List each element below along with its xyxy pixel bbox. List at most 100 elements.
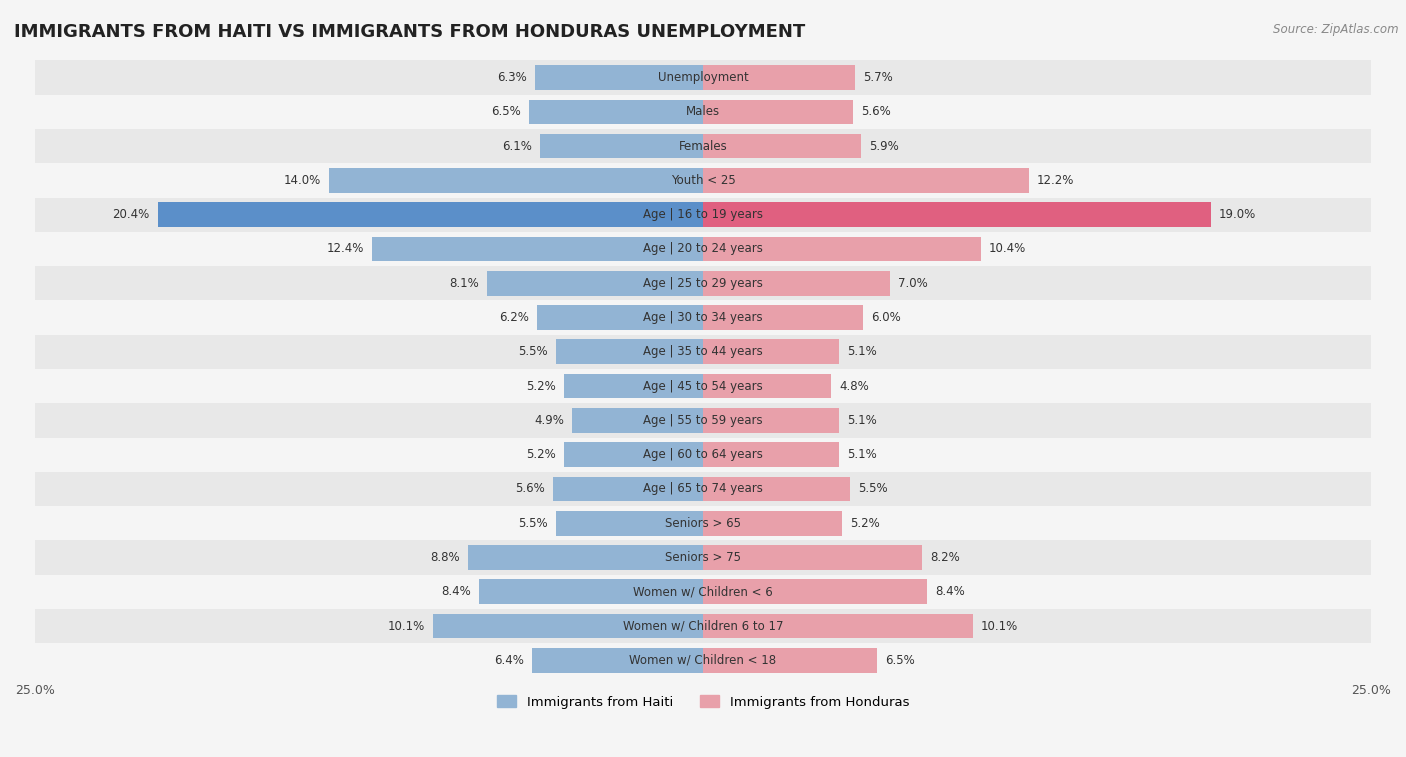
Text: 4.8%: 4.8% [839,379,869,393]
Legend: Immigrants from Haiti, Immigrants from Honduras: Immigrants from Haiti, Immigrants from H… [491,690,915,714]
Bar [703,511,842,536]
Text: 5.2%: 5.2% [526,448,555,461]
Bar [555,511,703,536]
Text: 20.4%: 20.4% [112,208,150,221]
Text: 19.0%: 19.0% [1219,208,1256,221]
Text: 5.5%: 5.5% [519,517,548,530]
Bar [703,168,1029,193]
Text: 4.9%: 4.9% [534,414,564,427]
Text: Females: Females [679,139,727,153]
Bar [555,339,703,364]
Bar [531,648,703,673]
Text: 12.2%: 12.2% [1038,174,1074,187]
Bar [703,65,855,90]
Text: 6.0%: 6.0% [872,311,901,324]
Bar [35,643,1371,678]
Bar [703,99,852,124]
Bar [433,614,703,638]
Text: Age | 25 to 29 years: Age | 25 to 29 years [643,277,763,290]
Bar [703,545,922,570]
Bar [35,506,1371,540]
Text: 6.1%: 6.1% [502,139,531,153]
Bar [35,335,1371,369]
Bar [703,442,839,467]
Text: 5.2%: 5.2% [851,517,880,530]
Bar [703,339,839,364]
Text: 6.5%: 6.5% [884,654,914,667]
Bar [35,575,1371,609]
Bar [35,472,1371,506]
Text: 8.4%: 8.4% [440,585,471,598]
Text: 5.5%: 5.5% [519,345,548,358]
Bar [703,271,890,295]
Bar [537,305,703,330]
Text: 14.0%: 14.0% [284,174,321,187]
Text: 5.5%: 5.5% [858,482,887,496]
Text: IMMIGRANTS FROM HAITI VS IMMIGRANTS FROM HONDURAS UNEMPLOYMENT: IMMIGRANTS FROM HAITI VS IMMIGRANTS FROM… [14,23,806,41]
Text: 10.1%: 10.1% [388,619,425,633]
Bar [35,266,1371,301]
Text: Youth < 25: Youth < 25 [671,174,735,187]
Bar [35,232,1371,266]
Text: 6.4%: 6.4% [494,654,524,667]
Text: 7.0%: 7.0% [898,277,928,290]
Text: Age | 35 to 44 years: Age | 35 to 44 years [643,345,763,358]
Bar [529,99,703,124]
Text: 10.4%: 10.4% [988,242,1026,255]
Bar [329,168,703,193]
Text: Unemployment: Unemployment [658,71,748,84]
Text: Males: Males [686,105,720,118]
Text: Women w/ Children < 18: Women w/ Children < 18 [630,654,776,667]
Text: Seniors > 75: Seniors > 75 [665,551,741,564]
Bar [703,408,839,433]
Bar [703,579,928,604]
Bar [35,61,1371,95]
Bar [35,198,1371,232]
Bar [540,134,703,158]
Bar [35,609,1371,643]
Bar [35,438,1371,472]
Text: 5.2%: 5.2% [526,379,555,393]
Bar [35,540,1371,575]
Text: Age | 20 to 24 years: Age | 20 to 24 years [643,242,763,255]
Text: Age | 65 to 74 years: Age | 65 to 74 years [643,482,763,496]
Text: 12.4%: 12.4% [326,242,364,255]
Bar [572,408,703,433]
Bar [478,579,703,604]
Bar [564,442,703,467]
Bar [35,129,1371,164]
Text: 10.1%: 10.1% [981,619,1018,633]
Text: 8.8%: 8.8% [430,551,460,564]
Text: Seniors > 65: Seniors > 65 [665,517,741,530]
Bar [703,134,860,158]
Text: 8.1%: 8.1% [449,277,478,290]
Text: Age | 45 to 54 years: Age | 45 to 54 years [643,379,763,393]
Text: Women w/ Children < 6: Women w/ Children < 6 [633,585,773,598]
Text: 5.1%: 5.1% [848,345,877,358]
Text: 6.3%: 6.3% [496,71,527,84]
Bar [486,271,703,295]
Text: 8.4%: 8.4% [935,585,966,598]
Bar [534,65,703,90]
Bar [703,305,863,330]
Bar [554,477,703,501]
Text: 5.7%: 5.7% [863,71,893,84]
Text: Age | 30 to 34 years: Age | 30 to 34 years [643,311,763,324]
Text: 5.1%: 5.1% [848,448,877,461]
Bar [703,477,851,501]
Bar [703,237,981,261]
Text: 5.1%: 5.1% [848,414,877,427]
Bar [35,403,1371,438]
Bar [703,202,1211,227]
Bar [35,301,1371,335]
Bar [35,95,1371,129]
Text: 5.9%: 5.9% [869,139,898,153]
Text: 5.6%: 5.6% [860,105,890,118]
Text: Age | 55 to 59 years: Age | 55 to 59 years [643,414,763,427]
Text: 5.6%: 5.6% [516,482,546,496]
Bar [703,648,877,673]
Bar [703,614,973,638]
Text: Women w/ Children 6 to 17: Women w/ Children 6 to 17 [623,619,783,633]
Bar [468,545,703,570]
Bar [703,374,831,398]
